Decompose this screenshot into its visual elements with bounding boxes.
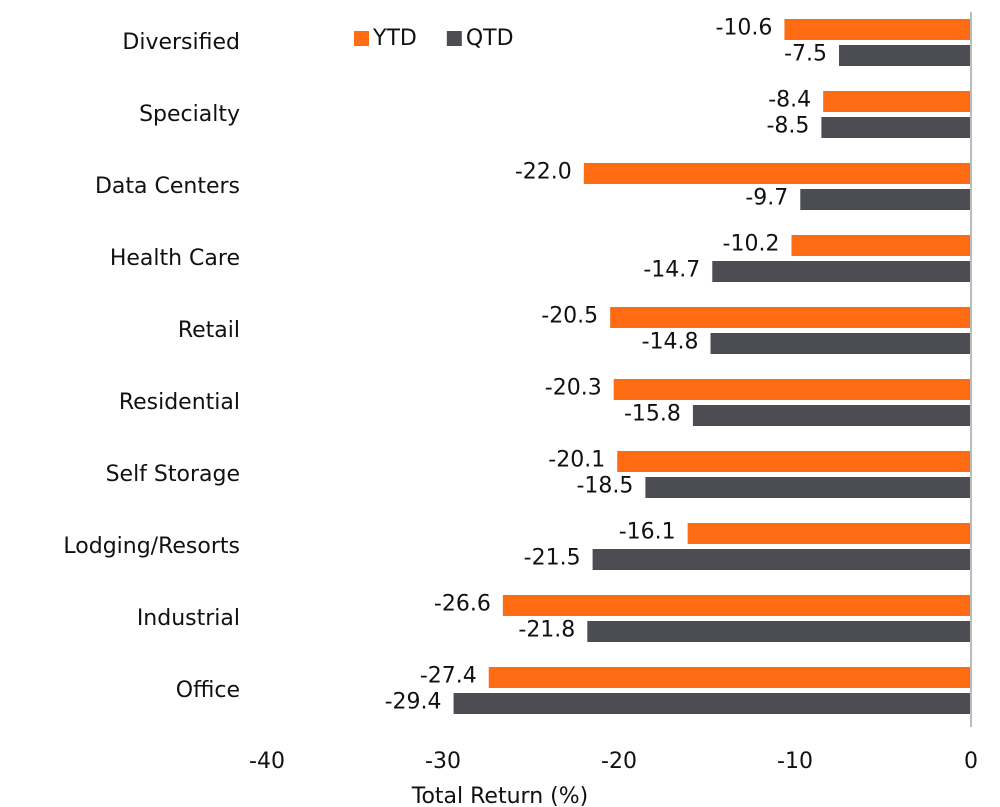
y-tick-label: Industrial	[137, 606, 240, 631]
data-label: -18.5	[576, 474, 633, 499]
x-tick-label: -30	[425, 749, 461, 774]
bar	[823, 91, 971, 112]
bar	[488, 667, 971, 688]
bar	[587, 621, 971, 642]
legend-label: QTD	[466, 26, 514, 51]
data-label: -10.6	[716, 16, 773, 41]
data-label: -8.4	[768, 88, 811, 113]
x-tick-label: -10	[777, 749, 813, 774]
bar	[592, 549, 971, 570]
data-label: -16.1	[619, 520, 676, 545]
bar	[710, 333, 971, 354]
y-tick-label: Specialty	[139, 102, 240, 127]
bar	[821, 117, 971, 138]
data-label: -15.8	[624, 402, 681, 427]
bar	[692, 405, 971, 426]
bar	[687, 523, 971, 544]
legend-swatch	[354, 31, 369, 46]
data-label: -26.6	[434, 592, 491, 617]
data-label: -29.4	[385, 690, 442, 715]
data-label: -14.7	[643, 258, 700, 283]
bar	[645, 477, 971, 498]
data-label: -21.5	[524, 546, 581, 571]
bar	[610, 307, 971, 328]
bar	[712, 261, 971, 282]
data-label: -27.4	[420, 664, 477, 689]
bar	[784, 19, 971, 40]
bar	[453, 693, 971, 714]
data-label: -7.5	[784, 42, 827, 67]
bar	[583, 163, 971, 184]
x-tick-label: -40	[249, 749, 285, 774]
bar	[839, 45, 971, 66]
y-tick-label: Self Storage	[106, 462, 240, 487]
y-tick-label: Lodging/Resorts	[63, 534, 240, 559]
y-tick-label: Retail	[178, 318, 240, 343]
data-label: -20.1	[548, 448, 605, 473]
legend-swatch	[446, 31, 462, 46]
data-label: -20.3	[545, 376, 602, 401]
x-axis-label: Total Return (%)	[411, 784, 588, 807]
y-tick-label: Health Care	[110, 246, 240, 271]
bar	[791, 235, 971, 256]
data-label: -8.5	[766, 114, 809, 139]
bar	[502, 595, 971, 616]
x-tick-label: -20	[601, 749, 637, 774]
data-label: -14.8	[642, 330, 699, 355]
y-tick-label: Diversified	[122, 30, 240, 55]
data-label: -9.7	[745, 186, 788, 211]
y-tick-label: Office	[176, 678, 240, 703]
data-label: -21.8	[518, 618, 575, 643]
bar	[613, 379, 971, 400]
bar	[617, 451, 971, 472]
y-tick-label: Residential	[119, 390, 240, 415]
x-tick-label: 0	[964, 749, 978, 774]
data-label: -22.0	[515, 160, 572, 185]
y-tick-label: Data Centers	[95, 174, 240, 199]
bar	[800, 189, 971, 210]
legend-label: YTD	[372, 26, 417, 51]
data-label: -10.2	[723, 232, 780, 257]
data-label: -20.5	[541, 304, 598, 329]
